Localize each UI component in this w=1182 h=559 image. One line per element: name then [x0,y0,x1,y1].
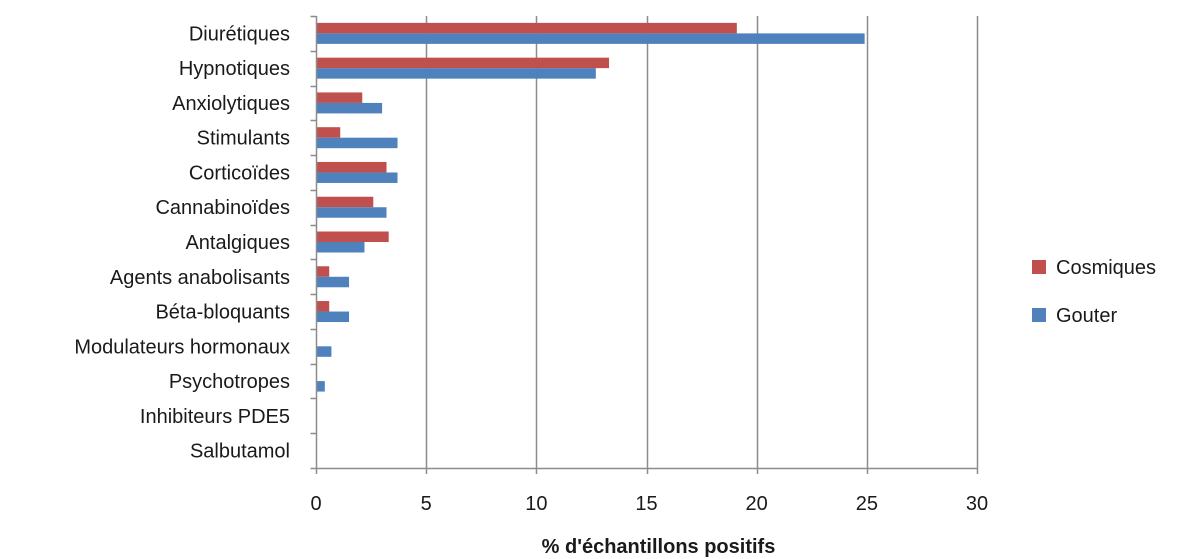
bar-gouter-10 [316,381,325,392]
bar-cosmiques-4 [316,161,387,173]
bar-cosmiques-5 [316,196,374,208]
bar-cosmiques-2 [316,92,363,103]
bar-cosmiques-8 [316,301,330,312]
legend-label-cosmiques: Cosmiques [1056,257,1156,279]
x-tick-label: 15 [635,493,657,515]
gridlines [425,16,979,468]
bar-gouter-3 [316,137,398,149]
bars [316,22,865,392]
category-label: Inhibiteurs PDE5 [140,406,290,428]
x-tick-label: 20 [746,493,768,515]
bar-gouter-4 [316,172,398,183]
legend-swatch-gouter [1032,308,1046,322]
legend: Cosmiques Gouter [1032,257,1156,327]
category-label: Salbutamol [190,441,290,463]
axes [310,15,979,474]
x-tick-label: 30 [966,493,988,515]
category-label: Agents anabolisants [110,267,290,289]
category-label: Modulateurs hormonaux [74,336,290,358]
category-labels: Diurétiques Hypnotiques Anxiolytiques Stimu… [74,23,290,462]
bar-cosmiques-0 [316,22,737,34]
bar-gouter-8 [316,311,350,323]
bar-gouter-1 [316,68,596,79]
x-tick-label: 10 [525,493,547,515]
bar-gouter-2 [316,102,383,114]
legend-swatch-cosmiques [1032,260,1046,274]
bar-cosmiques-1 [316,57,610,69]
category-label: Diurétiques [189,23,290,45]
bar-cosmiques-6 [316,231,389,242]
bar-cosmiques-3 [316,127,341,138]
bar-gouter-5 [316,207,387,218]
x-tick-label: 25 [856,493,878,515]
bar-gouter-7 [316,276,350,288]
x-axis-title: % d'échantillons positifs [542,536,776,558]
bar-gouter-6 [316,242,365,253]
category-label: Béta-bloquants [155,302,290,324]
category-label: Corticoïdes [189,162,290,184]
bar-cosmiques-7 [316,266,330,277]
category-label: Antalgiques [185,232,290,254]
category-label: Hypnotiques [179,58,290,80]
category-label: Stimulants [197,128,290,150]
legend-label-gouter: Gouter [1056,305,1117,327]
category-label: Cannabinoïdes [155,197,290,219]
x-tick-label: 0 [310,493,321,515]
category-label: Psychotropes [169,371,290,393]
bar-gouter-9 [316,346,332,357]
x-tick-label: 5 [421,493,432,515]
x-tick-labels: 0 5 10 15 20 25 30 [310,493,988,515]
category-label: Anxiolytiques [172,93,290,115]
bar-gouter-0 [316,33,865,44]
